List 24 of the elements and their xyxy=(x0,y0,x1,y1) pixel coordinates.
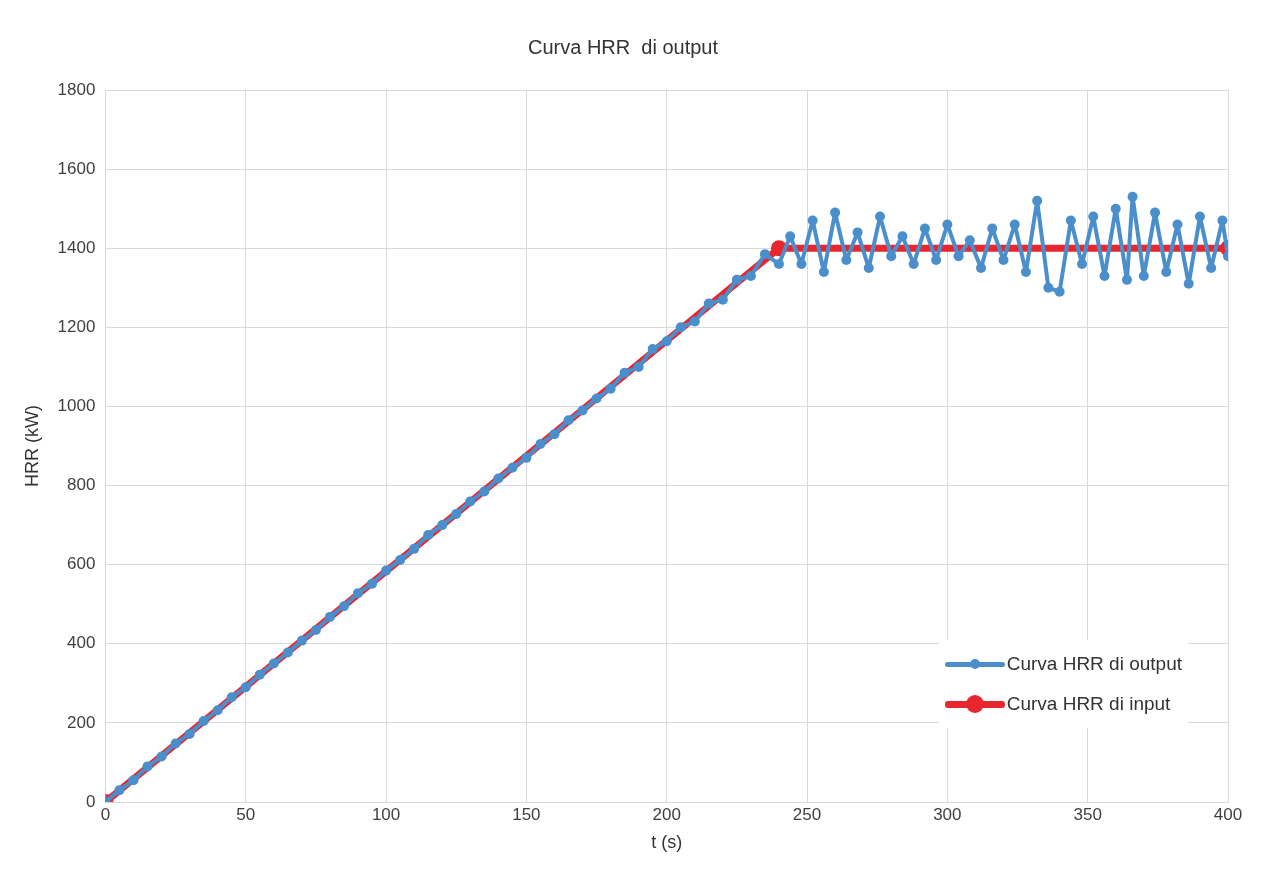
y-tick-label: 0 xyxy=(85,791,96,811)
y-tick-label: 400 xyxy=(67,633,96,653)
y-tick-label: 1800 xyxy=(57,79,96,99)
y-axis-title: HRR (kW) xyxy=(21,405,42,487)
y-tick-label: 1000 xyxy=(57,396,96,416)
x-tick-label: 100 xyxy=(371,804,401,824)
y-tick-label: 200 xyxy=(67,712,96,732)
y-tick-label: 600 xyxy=(67,554,96,574)
x-tick-label: 350 xyxy=(1073,804,1102,824)
legend-label: Curva HRR di output xyxy=(1006,653,1182,675)
y-tick-label: 1600 xyxy=(57,158,96,178)
x-tick-label: 200 xyxy=(652,804,681,824)
y-tick-label: 1400 xyxy=(57,237,96,257)
x-tick-label: 300 xyxy=(933,804,962,824)
x-tick-label: 250 xyxy=(792,804,822,824)
x-tick-label: 400 xyxy=(1213,804,1243,824)
x-tick-label: 0 xyxy=(100,804,111,824)
x-tick-label: 150 xyxy=(512,804,541,824)
y-tick-label: 800 xyxy=(67,475,96,495)
y-tick-label: 1200 xyxy=(57,317,96,337)
x-axis-title: t (s) xyxy=(651,832,683,853)
chart-title: Curva HRR di output xyxy=(527,35,719,58)
legend-label: Curva HRR di input xyxy=(1006,693,1171,715)
x-tick-label: 50 xyxy=(236,804,256,824)
